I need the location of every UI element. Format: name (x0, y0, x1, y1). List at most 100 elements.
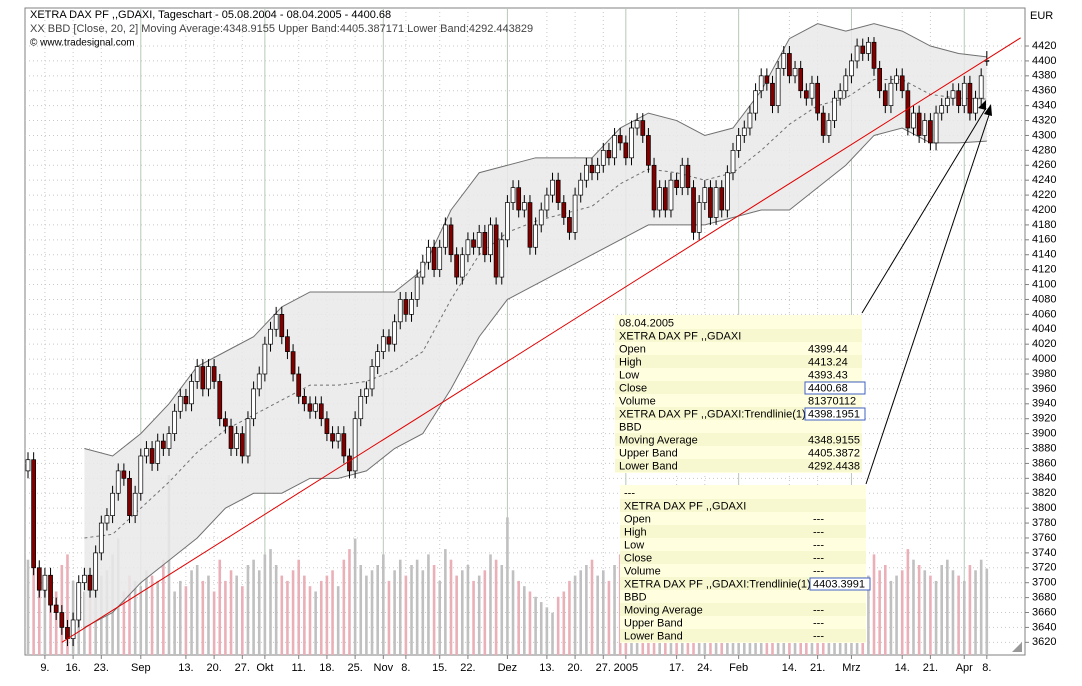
candle-body (59, 612, 65, 628)
volume-bar (951, 570, 955, 655)
volume-bar (184, 586, 188, 655)
candle-body (206, 366, 211, 390)
panel-label: 08.04.2005 (619, 317, 674, 329)
candle-body (832, 97, 837, 121)
y-tick-label: 4260 (1032, 159, 1056, 171)
volume-bar (325, 575, 329, 655)
candle-body (437, 246, 443, 270)
candle-body (347, 455, 352, 472)
upper-band (84, 23, 987, 457)
candle-body (307, 403, 313, 412)
candle-body (578, 179, 584, 196)
x-tick-label: 18. (319, 662, 334, 674)
volume-bar (534, 596, 537, 655)
volume-bar (54, 591, 58, 655)
volume-bar (421, 570, 425, 655)
volume-bar (201, 580, 205, 655)
candle-body (538, 209, 544, 226)
volume-bar (455, 575, 458, 655)
y-tick-label: 3760 (1032, 532, 1056, 544)
candle-body (482, 232, 488, 256)
volume-bar (900, 570, 904, 655)
volume-bar (241, 586, 244, 655)
candle-body (770, 82, 775, 106)
candle-body (493, 224, 499, 278)
y-tick-label: 3960 (1032, 383, 1056, 395)
candle-body (386, 336, 392, 345)
y-tick-label: 4280 (1032, 144, 1056, 156)
volume-bar (308, 586, 312, 655)
volume-bar (427, 554, 430, 655)
panel-label: Lower Band (624, 630, 683, 642)
volume-bar (257, 570, 261, 655)
volume-bar (139, 586, 143, 655)
panel-label: Open (619, 343, 646, 355)
candle-body (53, 604, 59, 613)
trendline (61, 37, 1021, 643)
volume-bar (331, 570, 334, 655)
volume-bar (613, 565, 616, 655)
volume-bar (286, 580, 289, 655)
volume-bar (923, 570, 927, 655)
y-tick-label: 4160 (1032, 234, 1056, 246)
panel-row-stripe (615, 407, 862, 420)
candle-body (674, 179, 679, 188)
candle-body (623, 142, 629, 159)
volume-bar (32, 527, 35, 655)
volume-bar (128, 575, 131, 655)
x-tick-label: 8. (982, 662, 991, 674)
panel-row-stripe (615, 329, 862, 342)
panel-value: 4399.44 (808, 343, 848, 355)
candle-body (409, 299, 414, 315)
x-tick-label: 24. (697, 662, 712, 674)
candle-body (668, 179, 674, 211)
panel-value: 4393.43 (808, 369, 848, 381)
y-tick-label: 3720 (1032, 562, 1056, 574)
candle-body (132, 492, 138, 516)
candle-body (567, 217, 572, 233)
candle-body (561, 202, 567, 218)
volume-bar (274, 565, 278, 655)
panel-row-stripe (620, 499, 866, 512)
candle-body (149, 448, 155, 464)
volume-bar (432, 565, 436, 655)
panel-label: Upper Band (619, 447, 678, 459)
candle-body (183, 395, 189, 405)
y-tick-label: 4340 (1032, 100, 1056, 112)
volume-bar (336, 586, 340, 655)
candle-body (397, 299, 403, 323)
x-tick-label: 11. (291, 662, 305, 674)
volume-bar (348, 549, 351, 655)
x-tick-label: Dez (498, 662, 518, 674)
candle-body (849, 60, 854, 77)
x-tick-label: 15. (432, 662, 447, 674)
y-tick-label: 3880 (1032, 442, 1056, 454)
volume-bar (252, 559, 255, 655)
chart-title: XETRA DAX PF ,,GDAXI, Tageschart - 05.08… (30, 9, 391, 21)
x-tick-label: 22. (460, 662, 475, 674)
volume-bar (387, 580, 391, 655)
volume-bar (517, 580, 520, 655)
volume-bar (449, 559, 453, 655)
y-tick-label: 3800 (1032, 502, 1056, 514)
volume-bar (410, 565, 413, 655)
candle-body (544, 194, 550, 211)
volume-bar (573, 575, 577, 655)
panel-label: Lower Band (619, 460, 678, 472)
volume-bar (382, 554, 385, 655)
y-tick-label: 4040 (1032, 323, 1056, 335)
candle-body (696, 202, 702, 233)
y-tick-label: 4360 (1032, 85, 1056, 97)
candle-body (916, 112, 922, 136)
resize-grip (1012, 642, 1022, 652)
x-tick-label: 2005 (614, 662, 638, 674)
y-tick-label: 3900 (1032, 428, 1056, 440)
volume-bar (133, 580, 137, 655)
volume-bar (365, 575, 368, 655)
volume-bar (472, 580, 475, 655)
y-tick-label: 4240 (1032, 174, 1056, 186)
y-tick-label: 3820 (1032, 487, 1056, 499)
pointer-head (978, 100, 992, 116)
